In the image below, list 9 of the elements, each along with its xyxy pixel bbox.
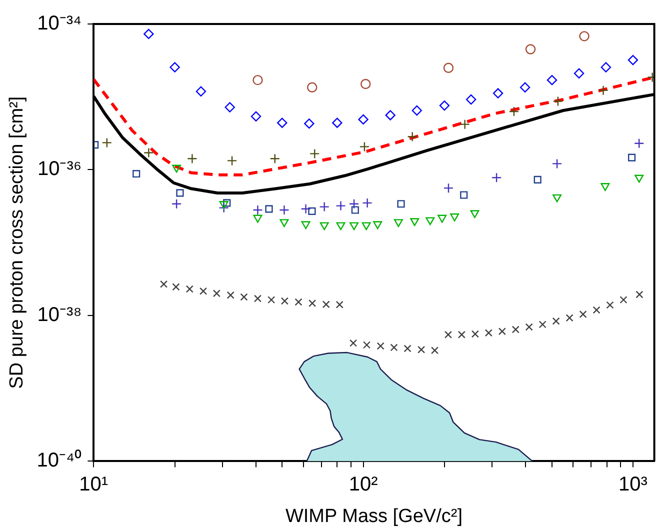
y-tick-label: 10⁻³⁶ bbox=[38, 158, 82, 180]
x-tick-label: 10³ bbox=[618, 474, 648, 496]
y-tick-label: 10⁻³⁴ bbox=[37, 12, 82, 35]
y-axis-title: SD pure proton cross section [cm²] bbox=[6, 96, 28, 389]
y-tick-label: 10⁻³⁸ bbox=[37, 304, 82, 326]
x-axis-title: WIMP Mass [GeV/c²] bbox=[285, 506, 462, 527]
y-tick-label: 10⁻⁴⁰ bbox=[36, 448, 82, 472]
x-tick-label: 10² bbox=[348, 474, 378, 496]
x-tick-label: 10¹ bbox=[79, 474, 108, 496]
